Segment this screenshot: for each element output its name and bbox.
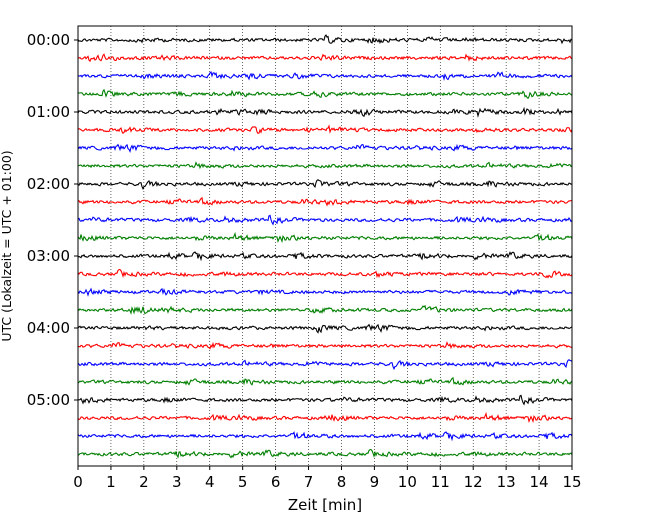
trace-7 xyxy=(77,161,573,170)
x-tick-label-0: 0 xyxy=(73,473,83,491)
vertical-grid xyxy=(110,26,540,466)
trace-4 xyxy=(77,106,573,118)
y-tick-label-03:00: 03:00 xyxy=(27,247,70,265)
x-axis: 0 1 2 3 4 5 6 7 8 9 10 11 12 13 14 15 xyxy=(73,466,582,491)
x-tick-label-13: 13 xyxy=(497,473,516,491)
trace-22 xyxy=(77,431,573,442)
trace-11 xyxy=(77,231,573,244)
y-tick-label-04:00: 04:00 xyxy=(27,319,70,337)
x-tick-label-3: 3 xyxy=(172,473,182,491)
x-tick-label-8: 8 xyxy=(337,473,347,491)
trace-2 xyxy=(77,70,573,81)
trace-17 xyxy=(77,341,573,350)
trace-3 xyxy=(77,88,573,100)
x-tick-label-14: 14 xyxy=(530,473,549,491)
x-tick-label-5: 5 xyxy=(238,473,248,491)
trace-15 xyxy=(77,304,573,315)
plot-frame xyxy=(77,25,573,467)
trace-1 xyxy=(77,53,573,63)
seismic-traces xyxy=(77,34,573,459)
trace-18 xyxy=(77,359,573,371)
trace-14 xyxy=(77,287,573,297)
x-tick-label-2: 2 xyxy=(139,473,149,491)
y-tick-label-05:00: 05:00 xyxy=(27,391,70,409)
y-tick-label-00:00: 00:00 xyxy=(27,31,70,49)
trace-21 xyxy=(77,411,573,424)
trace-0 xyxy=(77,34,573,45)
x-tick-label-7: 7 xyxy=(304,473,314,491)
x-tick-label-4: 4 xyxy=(205,473,215,491)
x-tick-label-9: 9 xyxy=(370,473,380,491)
y-axis-label: UTC (Lokalzeit = UTC + 01:00) xyxy=(0,150,14,341)
x-tick-label-12: 12 xyxy=(464,473,483,491)
x-tick-label-10: 10 xyxy=(398,473,417,491)
y-axis: 00:00 01:00 02:00 03:00 04:00 05:00 xyxy=(27,31,78,409)
trace-8 xyxy=(77,179,573,191)
x-axis-label: Zeit [min] xyxy=(288,496,362,514)
trace-16 xyxy=(77,323,573,334)
trace-12 xyxy=(77,251,573,262)
x-tick-label-15: 15 xyxy=(562,473,581,491)
trace-20 xyxy=(77,394,573,406)
trace-9 xyxy=(77,196,573,207)
trace-23 xyxy=(77,448,573,459)
x-tick-label-6: 6 xyxy=(271,473,281,491)
y-tick-label-01:00: 01:00 xyxy=(27,103,70,121)
trace-5 xyxy=(77,124,573,134)
trace-13 xyxy=(77,268,573,279)
x-tick-label-11: 11 xyxy=(431,473,450,491)
trace-19 xyxy=(77,376,573,386)
x-tick-label-1: 1 xyxy=(106,473,116,491)
trace-10 xyxy=(77,214,573,226)
y-tick-label-02:00: 02:00 xyxy=(27,175,70,193)
trace-6 xyxy=(77,143,573,154)
